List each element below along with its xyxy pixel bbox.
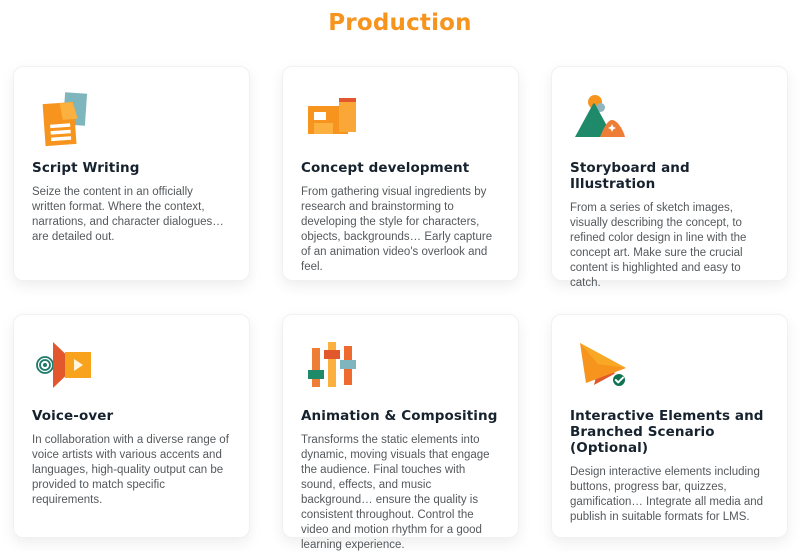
card-description: Seize the content in an officially writt… [32,186,224,243]
card-title: Interactive Elements and Branched Scenar… [570,408,764,456]
voice-over-icon [36,339,92,395]
card-title: Animation & Compositing [301,408,498,424]
card-storyboard-illustration: Storyboard and Illustration From a serie… [551,66,788,289]
storyboard-illustration-icon [574,91,630,147]
page-title: Production [328,10,472,36]
card-description: Transforms the static elements into dyna… [301,434,490,551]
card-title: Voice-over [32,408,114,424]
card-concept-development: Concept development From gathering visua… [282,66,519,281]
production-cards-grid: Script Writing Seize the content in an o… [0,66,800,551]
card-description: From a series of sketch images, visually… [570,202,747,289]
card-description: In collaboration with a diverse range of… [32,434,229,506]
concept-development-icon [305,91,361,147]
card-voice-over: Voice-over In collaboration with a diver… [13,314,250,538]
animation-compositing-icon [305,339,361,395]
card-title: Storyboard and Illustration [570,160,690,192]
interactive-elements-icon [574,339,630,395]
card-title: Script Writing [32,160,140,176]
script-writing-icon [36,91,92,147]
card-description: From gathering visual ingredients by res… [301,186,493,273]
card-script-writing: Script Writing Seize the content in an o… [13,66,250,281]
card-title: Concept development [301,160,470,176]
card-interactive-elements: Interactive Elements and Branched Scenar… [551,314,788,538]
card-animation-compositing: Animation & Compositing Transforms the s… [282,314,519,551]
card-description: Design interactive elements including bu… [570,466,764,523]
